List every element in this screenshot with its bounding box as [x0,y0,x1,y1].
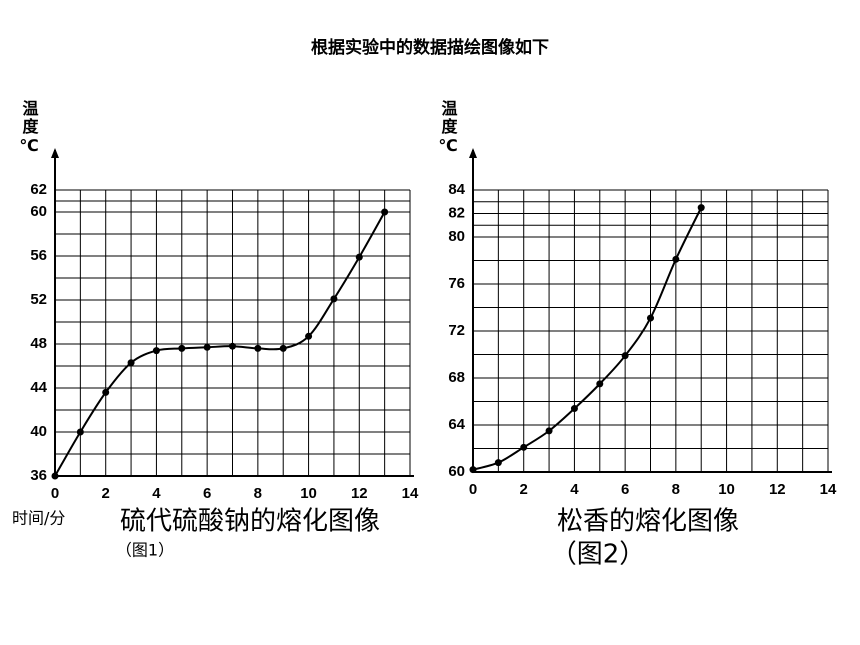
page-title: 根据实验中的数据描绘图像如下 [311,37,549,58]
y-tick-label: 84 [448,181,465,198]
point [330,295,338,303]
x-tick-label: 4 [570,481,579,498]
point [621,352,629,360]
x-tick-label: 12 [351,485,368,502]
point [494,459,502,467]
point [203,343,211,351]
y-tick-label: 64 [448,416,465,433]
y-tick-label: 68 [448,369,465,386]
x-tick-label: 8 [254,485,262,502]
point [127,359,135,367]
y-tick-label: 72 [448,322,465,339]
point [545,427,553,435]
line [54,211,386,477]
point [51,472,59,480]
y-tick-label: 44 [30,379,47,396]
y-tick-label: 82 [448,204,465,221]
point [355,253,363,261]
point [76,428,84,436]
y-axis-label: 温度℃ [19,100,39,157]
y-tick-label: 48 [30,335,47,352]
y-tick-label: 40 [30,423,47,440]
y-tick-label: 60 [30,203,47,220]
chart-subtitle: （图1） [116,541,174,560]
x-tick-label: 0 [51,485,59,502]
point [520,443,528,451]
y-axis-label: 温度℃ [438,100,458,157]
point [178,344,186,352]
point [254,344,262,352]
x-tick-label: 0 [469,481,477,498]
y-tick-label: 76 [448,275,465,292]
y-tick-label: 36 [30,467,47,484]
y-tick-label: 52 [30,291,47,308]
x-tick-label: 2 [102,485,110,502]
point [647,314,654,322]
point [229,342,236,350]
x-tick-label: 14 [402,485,419,502]
chart-title: 硫代硫酸钠的熔化图像 [120,507,380,537]
x-axis-label: 时间/分 [12,509,65,528]
x-tick-label: 8 [672,481,680,498]
x-tick-label: 6 [203,485,211,502]
y-tick-label: 60 [448,463,465,480]
point [152,347,160,355]
point [596,380,604,388]
x-tick-label: 10 [300,485,317,502]
x-tick-label: 6 [621,481,629,498]
chart-title: 松香的熔化图像 [557,507,739,537]
line [472,207,703,471]
y-tick-label: 56 [30,247,47,264]
point [469,466,477,474]
x-tick-label: 4 [152,485,161,502]
point [672,255,680,263]
point [102,388,110,396]
point [697,204,705,212]
point [570,405,578,413]
x-tick-label: 12 [769,481,786,498]
y-axis-arrow [51,148,59,158]
y-axis-arrow [469,148,477,158]
point [279,344,287,352]
y-tick-label: 62 [30,181,47,198]
chart-subtitle: （图2） [551,540,646,570]
x-tick-label: 2 [520,481,528,498]
point [381,208,389,216]
y-tick-label: 80 [448,228,465,245]
x-tick-label: 14 [820,481,837,498]
x-tick-label: 10 [718,481,735,498]
point [305,332,313,340]
